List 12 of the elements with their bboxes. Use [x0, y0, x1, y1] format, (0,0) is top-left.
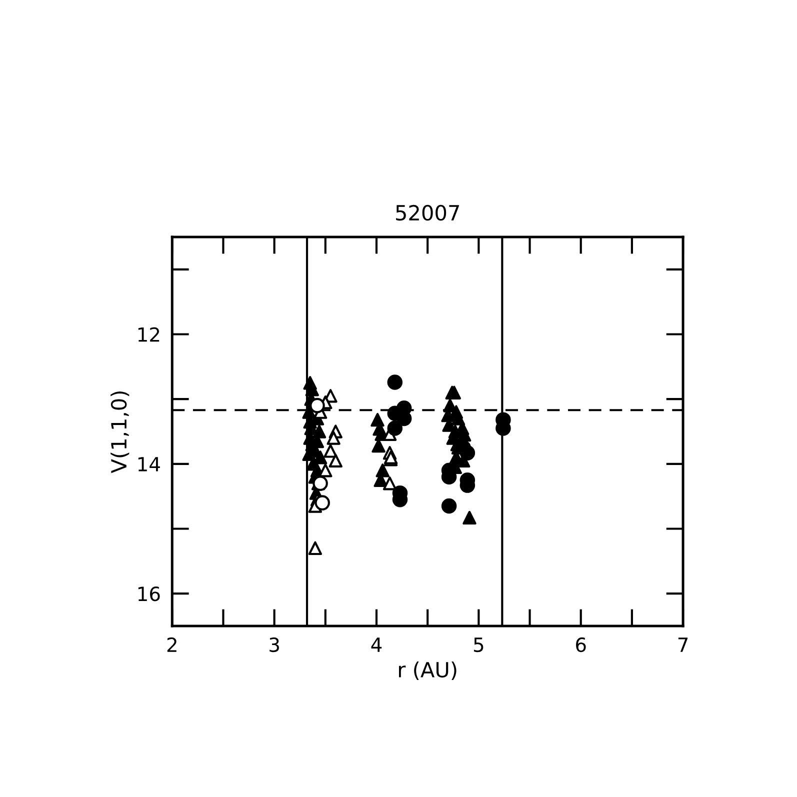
- x-tick-label: 3: [270, 637, 279, 652]
- x-tick-label: 6: [576, 637, 586, 652]
- x-tick-label: 4: [371, 638, 382, 652]
- x-tick-label: 2: [167, 637, 176, 652]
- chart-title: 52007: [396, 204, 459, 221]
- y-tick-label: 14: [138, 457, 160, 472]
- x-tick-label: 5: [474, 638, 484, 652]
- y-axis-title: V(1,1,0): [110, 392, 130, 474]
- y-tick-label: 16: [138, 586, 160, 602]
- y-tick-label: 12: [138, 327, 160, 342]
- x-tick-label: 7: [678, 638, 688, 652]
- x-axis-title: r (AU): [399, 661, 456, 680]
